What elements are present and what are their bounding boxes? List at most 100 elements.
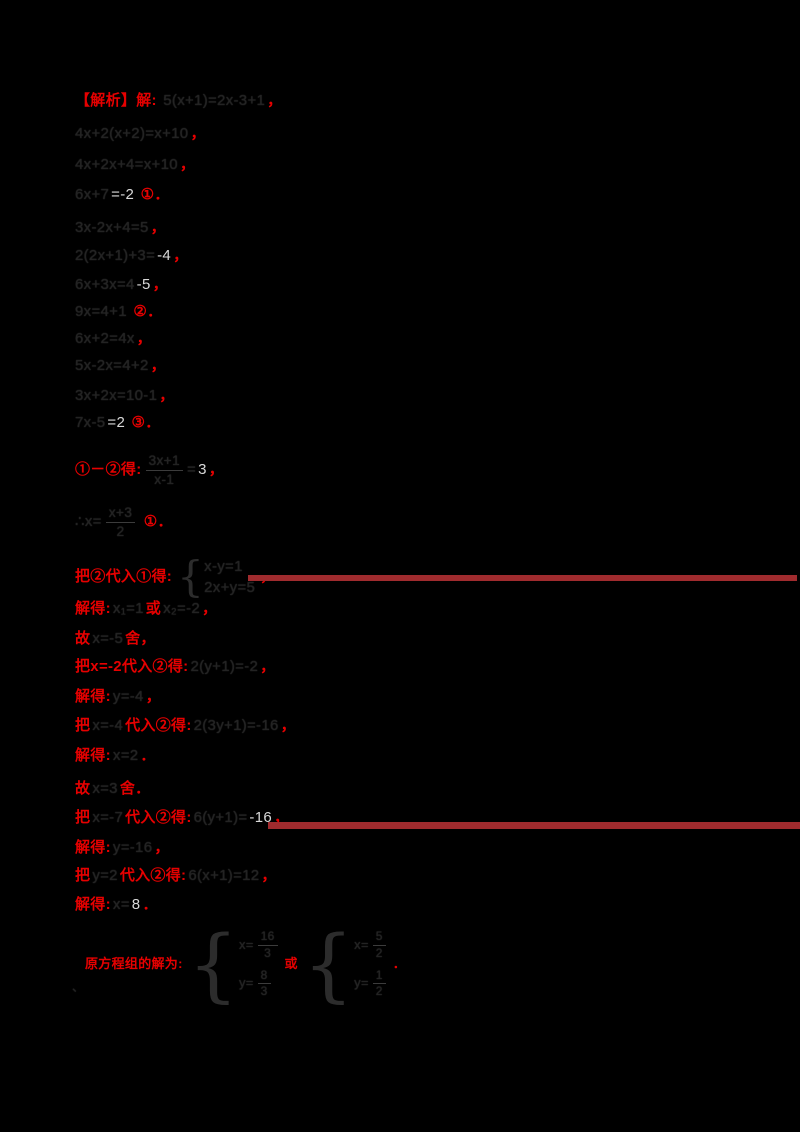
system-rows: x-y=1 2x+y=5 [204,558,255,597]
fraction: 16 3 [257,929,278,960]
solution-line: 【解析】解: 5(x+1)=2x-3+1， [75,92,282,109]
equation-text: 3x+2x=10-1 [75,387,158,404]
solution-line: 故 x=-5 舍， [75,630,156,647]
equation-text: 4x+2(x+2)=x+10 [75,125,189,142]
red-annotation-text: ， [274,809,290,826]
highlight-text: =-2 [111,186,135,203]
fraction-numerator: 1 [372,968,386,985]
solution-line: 把 x=-7 代入②得: 6(y+1)= -16， [75,809,289,826]
highlight-text: 8 [131,896,141,913]
red-annotation-text: ， [260,658,276,675]
left-brace-icon: { [187,917,239,1011]
solution-line: 故 x=3 舍． [75,780,150,797]
solution-line: 3x-2x+4=5， [75,219,166,236]
red-annotation-text: 故 [75,630,91,647]
solution-line: 解得: y=-4， [75,688,161,705]
red-annotation-text: ， [208,461,225,479]
red-annotation-text: 解得: [75,896,111,913]
red-annotation-text: 或 [145,600,162,617]
red-annotation-text: ， [154,839,170,856]
equation-text: x= [238,936,254,952]
equation-text: 7x-5 [75,414,106,431]
equation-text: x=-5 [92,630,124,647]
red-annotation-text: ， [150,219,166,236]
solution-line: 、 [72,980,84,995]
system-row: y= 8 3 [239,968,280,999]
equation-text: y=2 [92,867,118,884]
equation-text: 2x+y=5 [204,579,256,596]
solution-line: 9x=4+1 ②． [75,303,162,320]
fraction-numerator: x+3 [105,505,136,523]
red-annotation-text: 解得: [75,747,111,764]
red-annotation-text: ， [136,330,152,347]
left-brace-icon: { [302,917,355,1011]
equation-text: 6x+7 [75,186,110,203]
equation-system: {x= 16 3 y= 8 3 [187,917,280,1011]
red-annotation-text: 代入②得: [125,809,192,826]
red-annotation-text: ， [152,276,168,293]
red-annotation-text: 或 [284,956,298,972]
red-annotation-text: ②． [128,303,163,320]
equation-text: x=-7 [92,809,124,826]
system-row: 2x+y=5 [204,579,255,596]
equation-text: 9x=4+1 [75,303,127,320]
equation-text: 4x+2x+4=x+10 [75,156,178,173]
equation-text: x= [112,896,130,913]
red-annotation-text: 【解析】解: [75,92,157,109]
fraction: 3x+1 x-1 [145,453,184,488]
solution-line: 2(2x+1)+3= -4， [75,247,188,264]
equation-text: 6(y+1)= [193,809,248,826]
equation-system: {x-y=1 2x+y=5 [177,552,255,602]
equation-text: 3x-2x+4=5 [75,219,149,236]
solution-line: 把 y=2 代入②得: 6(x+1)=12， [75,867,277,884]
system-rows: x= 5 2 y= 1 2 [354,929,388,999]
equation-text: 6x+2=4x [75,330,135,347]
red-annotation-text: 代入②得: [125,717,192,734]
solution-line: 把②代入①得:{x-y=12x+y=5， [75,556,275,598]
solution-line: ∴x= x+3 2 ①． [75,500,173,544]
highlight-text: =2 [107,414,126,431]
red-annotation-text: ， [145,688,162,705]
red-annotation-text: ， [280,717,296,734]
red-annotation-text: 原方程组的解为: [85,956,183,972]
red-annotation-text: ． [142,896,158,913]
solution-line: 把x=-2代入②得: 2(y+1)=-2， [75,658,275,675]
solution-line: 6x+2=4x， [75,330,152,347]
red-annotation-text: 把x=-2代入②得: [75,658,189,675]
solution-line: 解得: x₁=1 或 x₂=-2， [75,600,217,617]
equation-text: y=-16 [112,839,153,856]
system-row: x= 16 3 [238,929,280,960]
equation-text: y=-4 [112,688,144,705]
red-annotation-text: ， [267,92,283,109]
red-annotation-text: ， [202,600,218,617]
red-annotation-text: ． [140,747,156,764]
system-row: x-y=1 [204,558,255,575]
fraction-numerator: 5 [372,929,386,946]
solution-line: ①－②得: 3x+1 x-1 = 3， [75,448,224,492]
system-rows: x= 16 3 y= 8 3 [238,929,280,999]
highlight-text: 3 [198,461,207,479]
red-annotation-text: ， [261,867,277,884]
equation-system: {x= 5 2 y= 1 2 [302,917,388,1011]
red-annotation-text: 舍， [125,630,156,647]
left-brace-icon: { [177,552,205,602]
equation-text: x₁=1 [112,600,144,617]
system-row: y= 1 2 [354,968,388,999]
red-annotation-text: 把 [75,717,91,734]
solution-line: 把 x=-4 代入②得: 2(3y+1)=-16， [75,717,296,734]
equation-text: x= [354,936,369,952]
fraction-denominator: 3 [264,945,272,960]
red-annotation-text: ①． [139,513,173,531]
solution-line: 4x+2(x+2)=x+10， [75,125,206,142]
solution-line: 原方程组的解为:{x= 16 3 y= 8 3 或{x= 5 2 y= 1 2 ． [85,922,406,1007]
fraction-numerator: 8 [257,968,271,985]
red-underline-rule [268,822,800,829]
red-annotation-text: 解得: [75,688,111,705]
equation-text: x₂=-2 [163,600,201,617]
highlight-text: -4 [157,247,172,264]
red-underline-rule [248,575,797,581]
fraction-denominator: 2 [375,984,383,999]
equation-text: 6x+3x=4 [75,276,135,293]
